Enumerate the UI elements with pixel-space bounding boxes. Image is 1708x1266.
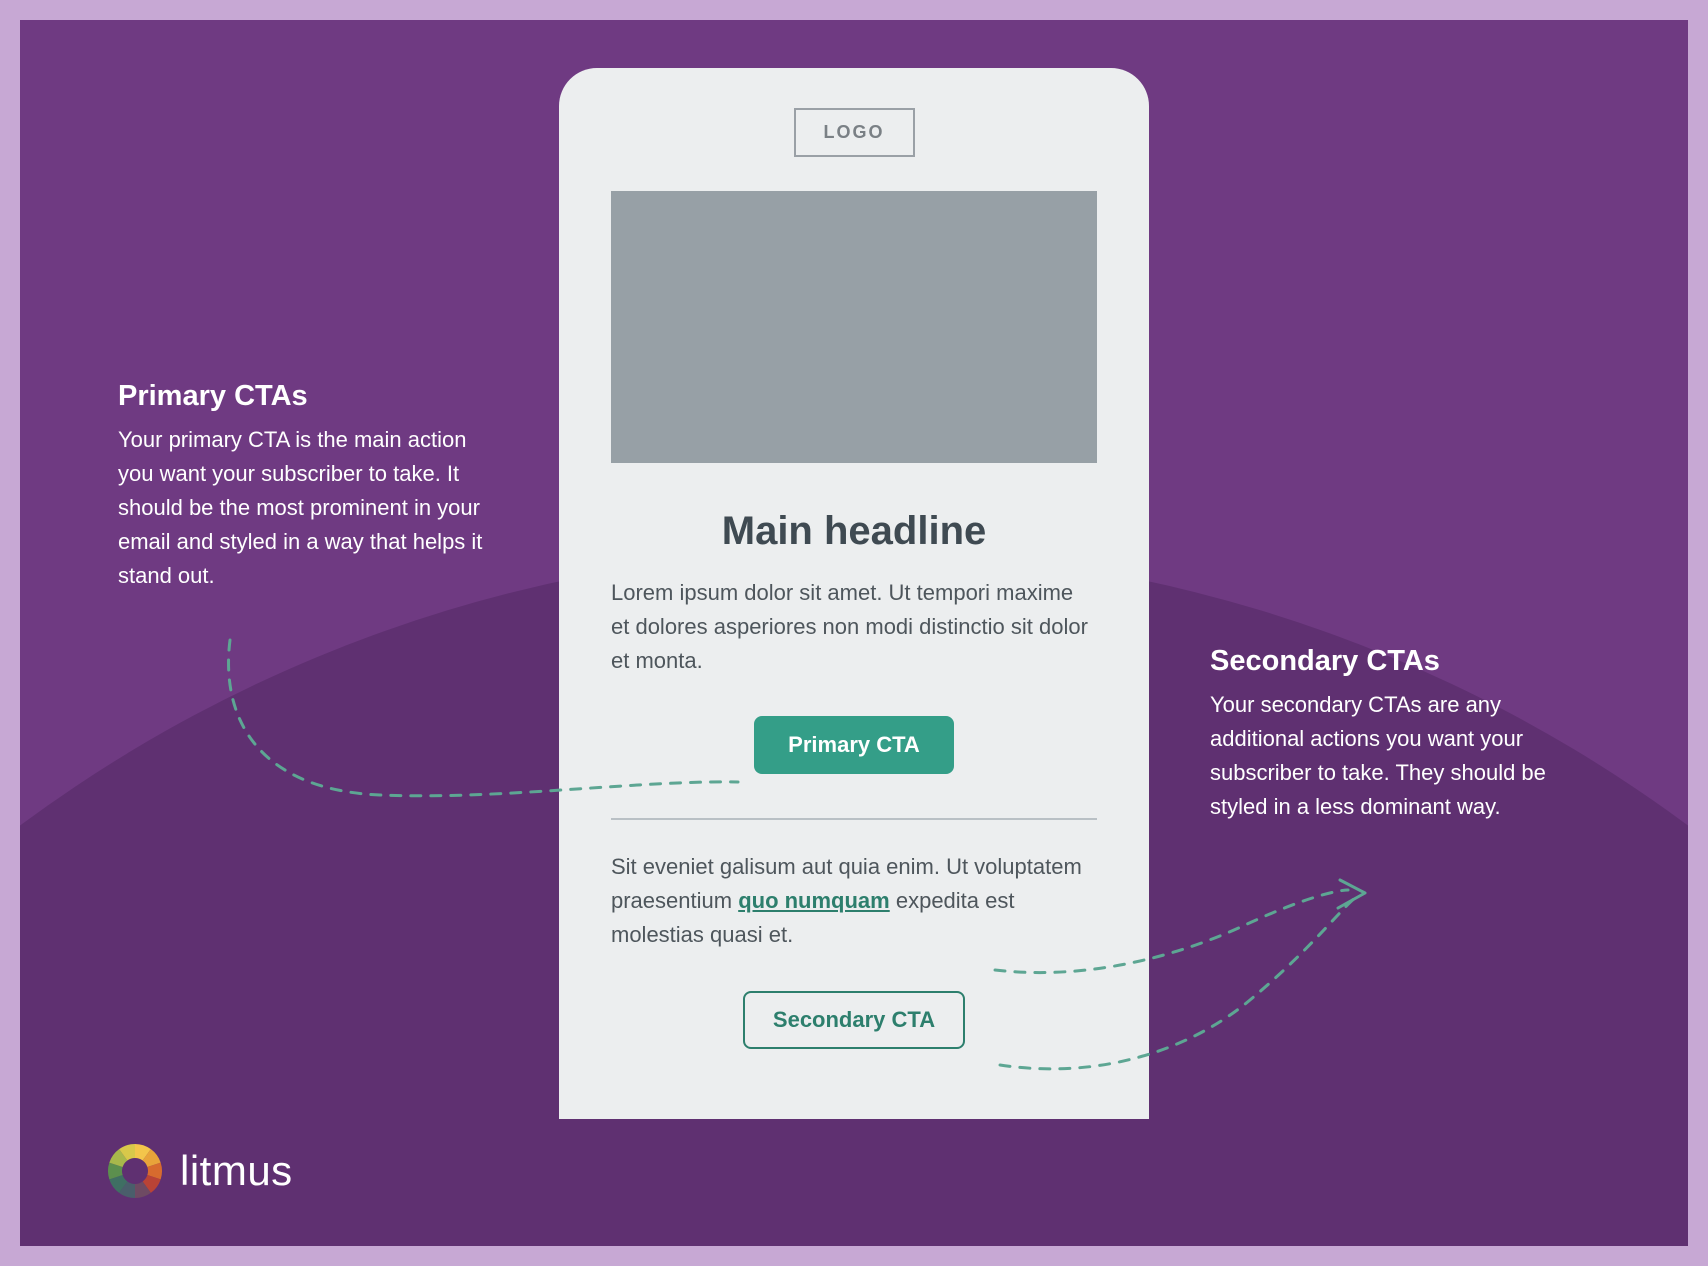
outer-frame: Primary CTAs Your primary CTA is the mai… — [0, 0, 1708, 1266]
email-paragraph-1: Lorem ipsum dolor sit amet. Ut tempori m… — [611, 576, 1097, 678]
annotation-title: Secondary CTAs — [1210, 645, 1580, 678]
litmus-brand: litmus — [106, 1142, 293, 1200]
annotation-primary-ctas: Primary CTAs Your primary CTA is the mai… — [118, 380, 488, 593]
annotation-title: Primary CTAs — [118, 380, 488, 413]
brand-name: litmus — [180, 1147, 293, 1195]
email-paragraph-2: Sit eveniet galisum aut quia enim. Ut vo… — [611, 850, 1097, 952]
secondary-cta-link[interactable]: quo numquam — [738, 888, 890, 913]
secondary-cta-button[interactable]: Secondary CTA — [743, 991, 965, 1049]
email-mockup: LOGO Main headline Lorem ipsum dolor sit… — [559, 68, 1149, 1119]
email-headline: Main headline — [611, 509, 1097, 554]
annotation-text: Your primary CTA is the main action you … — [118, 423, 488, 593]
divider — [611, 818, 1097, 820]
primary-cta-button[interactable]: Primary CTA — [754, 716, 954, 774]
litmus-logo-icon — [106, 1142, 164, 1200]
logo-placeholder: LOGO — [794, 108, 915, 157]
annotation-text: Your secondary CTAs are any additional a… — [1210, 688, 1580, 824]
annotation-secondary-ctas: Secondary CTAs Your secondary CTAs are a… — [1210, 645, 1580, 824]
hero-image-placeholder — [611, 191, 1097, 463]
stage: Primary CTAs Your primary CTA is the mai… — [20, 20, 1688, 1246]
